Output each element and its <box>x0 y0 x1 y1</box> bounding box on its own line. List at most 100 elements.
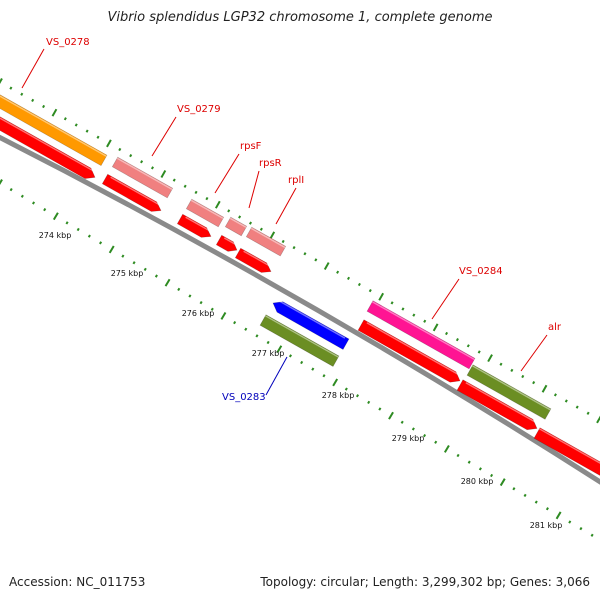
minor-tick <box>42 104 46 109</box>
minor-tick <box>172 178 176 182</box>
minor-tick <box>300 360 304 365</box>
minor-tick <box>423 433 427 438</box>
gene-label-VS_0284: VS_0284 <box>459 266 503 277</box>
major-tick <box>432 323 439 332</box>
cds-arrow <box>215 234 238 252</box>
minor-tick <box>445 331 449 336</box>
major-tick <box>499 478 506 487</box>
minor-tick <box>499 362 503 366</box>
minor-tick <box>575 405 579 409</box>
major-tick <box>596 415 600 424</box>
kbp-label: 278 kbp <box>322 391 355 400</box>
minor-tick <box>210 307 214 311</box>
kbp-label: 280 kbp <box>461 477 494 486</box>
minor-tick <box>20 194 24 198</box>
gene-label-VS_0279: VS_0279 <box>177 104 221 115</box>
gene-bar-VS_0278 <box>0 90 108 167</box>
minor-tick <box>477 350 481 354</box>
inner-tick-row <box>0 179 594 537</box>
cds-arrow <box>456 379 538 431</box>
minor-tick <box>63 117 67 121</box>
kbp-label: 279 kbp <box>392 434 425 443</box>
major-tick <box>214 200 221 209</box>
minor-tick <box>255 334 259 338</box>
gene-label-leader <box>151 116 177 157</box>
minor-tick <box>400 420 404 424</box>
minor-tick <box>188 294 192 298</box>
minor-tick <box>512 487 516 491</box>
footer-accession: Accession: NC_011753 <box>9 575 146 589</box>
gene-label-VS_0278: VS_0278 <box>46 37 90 48</box>
minor-tick <box>227 209 231 213</box>
major-tick <box>269 231 276 240</box>
kbp-label: 275 kbp <box>111 269 144 278</box>
minor-tick <box>523 493 527 498</box>
gene-label-rpsR: rpsR <box>259 158 282 169</box>
minor-tick <box>532 380 536 385</box>
cds-arrow <box>176 213 212 238</box>
minor-tick <box>31 98 35 103</box>
gene-label-leader <box>248 170 260 209</box>
minor-tick <box>314 258 318 262</box>
minor-tick <box>20 92 24 96</box>
minor-tick <box>99 241 103 245</box>
minor-tick <box>553 393 557 397</box>
gene-label-leader <box>275 187 297 225</box>
minor-tick <box>423 319 427 323</box>
minor-tick <box>590 533 594 537</box>
gene-bar-VS_0284 <box>366 300 476 370</box>
major-tick <box>51 108 58 117</box>
minor-tick <box>233 320 237 325</box>
minor-tick <box>205 196 209 201</box>
minor-tick <box>154 274 158 278</box>
minor-tick <box>322 374 326 378</box>
major-tick <box>443 444 450 453</box>
major-tick <box>555 511 562 520</box>
minor-tick <box>129 153 133 158</box>
gene-label-rplI: rplI <box>288 175 304 186</box>
kbp-label: 277 kbp <box>252 349 285 358</box>
major-tick <box>108 245 115 254</box>
gene-bar-rplI <box>245 226 287 257</box>
outer-tick-row <box>0 78 600 424</box>
minor-tick <box>357 282 361 287</box>
major-tick <box>541 384 548 393</box>
minor-tick <box>490 473 494 478</box>
major-tick <box>0 78 3 85</box>
major-tick <box>332 378 339 387</box>
minor-tick <box>510 368 514 372</box>
major-tick <box>388 411 394 420</box>
minor-tick <box>74 123 78 127</box>
minor-tick <box>140 160 144 164</box>
gene-bar-alr <box>466 364 552 420</box>
minor-tick <box>412 313 416 317</box>
minor-tick <box>466 344 470 348</box>
kbp-label: 276 kbp <box>182 309 215 318</box>
minor-tick <box>31 201 36 205</box>
gene-label-leader <box>265 356 288 396</box>
minor-tick <box>85 129 89 133</box>
gene-label-leader <box>520 334 548 372</box>
minor-tick <box>199 301 203 305</box>
minor-tick <box>244 327 248 331</box>
kbp-label: 274 kbp <box>39 231 72 240</box>
major-tick <box>52 212 59 221</box>
feature-layer <box>0 90 600 480</box>
major-tick <box>160 170 167 179</box>
minor-tick <box>564 399 568 403</box>
minor-tick <box>401 307 405 311</box>
major-tick <box>106 139 112 148</box>
minor-tick <box>478 467 482 471</box>
cds-arrow-reverse <box>272 300 350 350</box>
minor-tick <box>150 166 154 170</box>
minor-tick <box>118 147 122 152</box>
major-tick <box>487 354 493 363</box>
gene-label-alr: alr <box>548 322 562 333</box>
minor-tick <box>248 221 252 225</box>
gene-label-rpsF: rpsF <box>240 141 262 152</box>
gene-label-leader <box>21 48 45 89</box>
minor-tick <box>355 394 360 398</box>
minor-tick <box>434 440 438 444</box>
minor-tick <box>143 267 147 272</box>
minor-tick <box>579 527 583 531</box>
